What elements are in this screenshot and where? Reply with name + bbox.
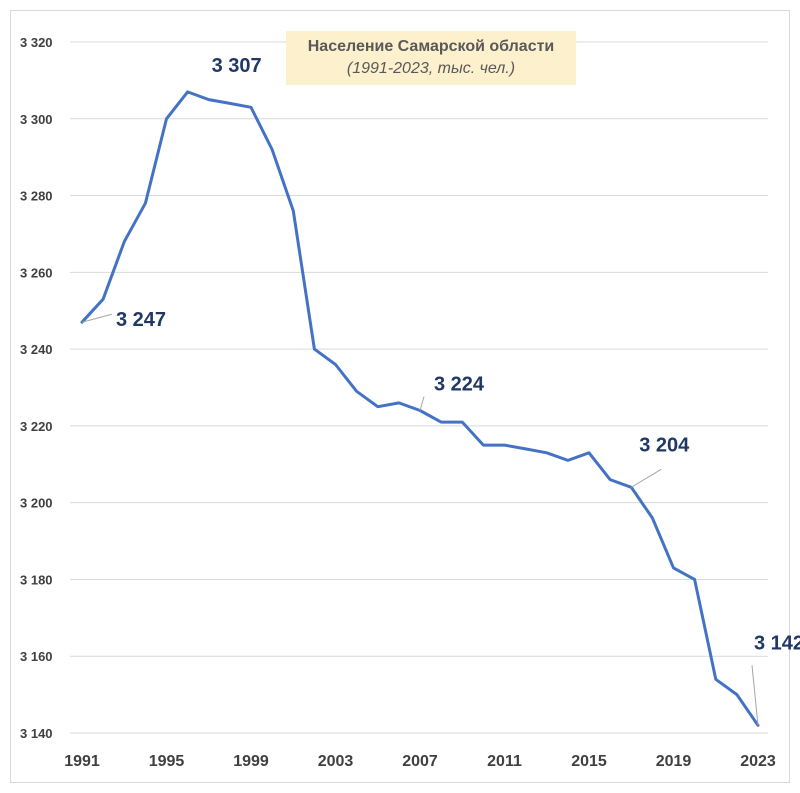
y-tick-label: 3 240: [20, 342, 53, 357]
y-tick-label: 3 260: [20, 265, 53, 280]
y-tick-label: 3 320: [20, 35, 53, 50]
y-tick-label: 3 180: [20, 572, 53, 587]
x-tick-label: 2015: [571, 753, 607, 770]
y-tick-label: 3 300: [20, 112, 53, 127]
data-label-leader: [630, 468, 662, 488]
x-tick-label: 2003: [318, 753, 354, 770]
y-tick-label: 3 280: [20, 189, 53, 204]
data-label: 3 247: [116, 309, 166, 331]
population-series-line: [80, 90, 760, 727]
data-label: 3 204: [639, 434, 690, 456]
y-tick-label: 3 140: [20, 726, 53, 741]
data-label-leader: [81, 313, 113, 323]
x-tick-label: 2007: [402, 753, 438, 770]
data-label-leader: [751, 665, 759, 726]
data-label-leader: [419, 396, 425, 411]
x-tick-label: 1991: [64, 753, 100, 770]
x-tick-label: 2011: [487, 753, 522, 770]
data-label: 3 224: [434, 374, 485, 396]
data-labels: 3 247 3 307 3 224 3 204 3 142: [116, 55, 800, 654]
y-tick-label: 3 200: [20, 496, 53, 511]
x-tick-label: 1999: [233, 753, 269, 770]
y-tick-label: 3 160: [20, 649, 53, 664]
chart-subtitle: (1991-2023, тыс. чел.): [346, 60, 516, 77]
y-tick-label: 3 220: [20, 419, 53, 434]
data-label: 3 307: [212, 55, 262, 77]
x-axis-ticks: 1991 1995 1999 2003 2007 2011 2015 2019 2023: [64, 753, 776, 770]
chart-frame: [10, 10, 790, 783]
chart-title-box: Население Самарской области (1991-2023, …: [286, 31, 576, 85]
x-tick-label: 2019: [656, 753, 692, 770]
chart-title: Население Самарской области: [307, 38, 555, 55]
y-axis-ticks: 3 140 3 160 3 180 3 200 3 220 3 240 3 260 3 280…: [20, 35, 53, 741]
x-tick-label: 2023: [740, 753, 776, 770]
data-label-leaders: [81, 313, 759, 726]
x-tick-label: 1995: [149, 753, 185, 770]
grid-lines: [70, 41, 768, 734]
data-label: 3 142: [754, 632, 800, 654]
